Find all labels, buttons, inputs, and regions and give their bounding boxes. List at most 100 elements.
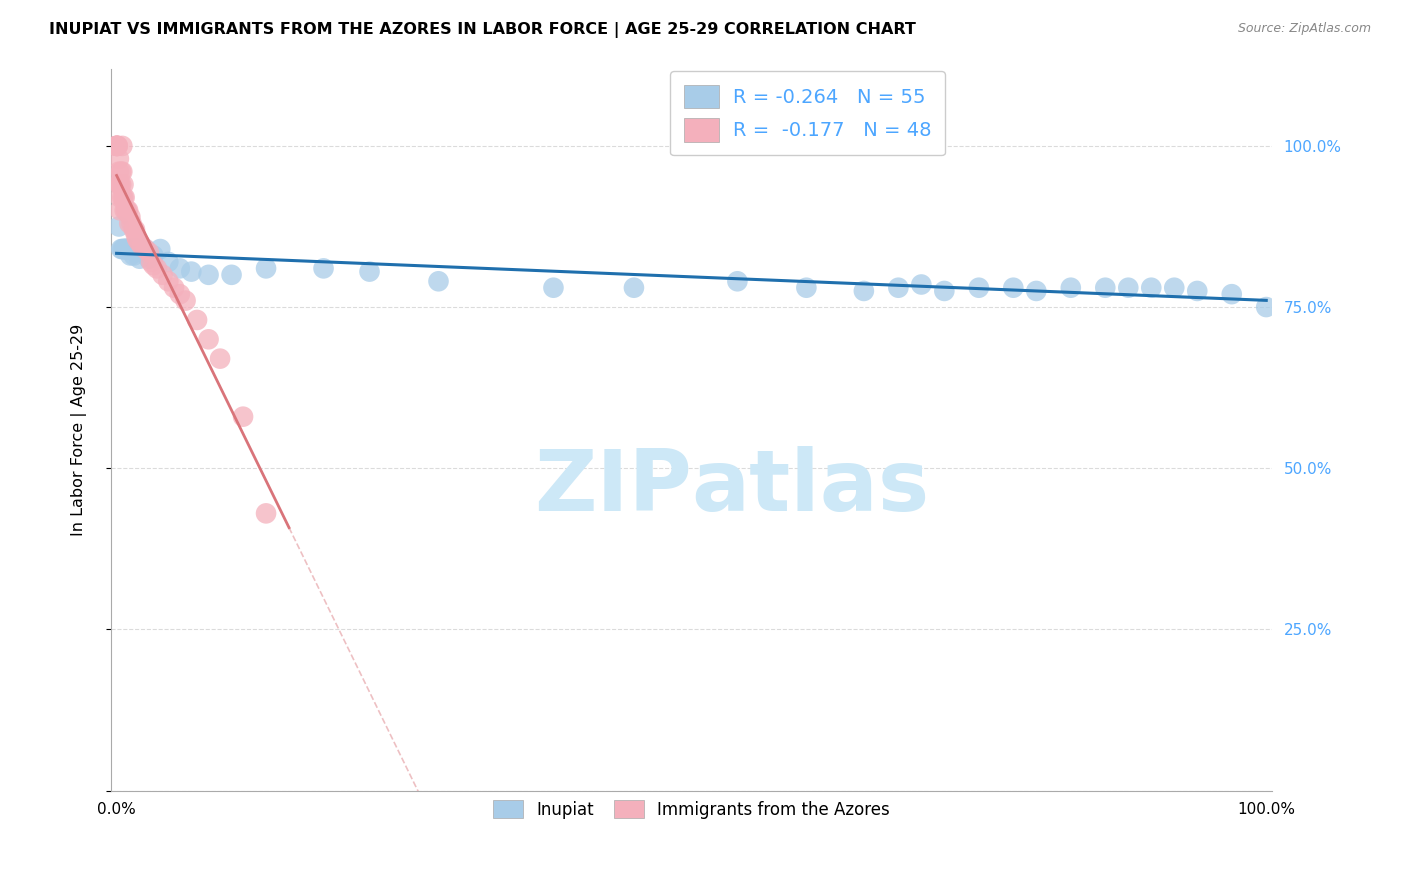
Point: [1187, 284, 1209, 298]
Point: [112, 178, 135, 192]
Point: [114, 242, 136, 256]
Y-axis label: In Labor Force | Age 25-29: In Labor Force | Age 25-29: [72, 324, 87, 536]
Point: [138, 245, 160, 260]
Point: [254, 261, 277, 276]
Point: [134, 242, 156, 256]
Point: [118, 216, 141, 230]
Point: [254, 507, 277, 521]
Point: [111, 139, 134, 153]
Point: [142, 248, 165, 262]
Point: [108, 219, 131, 234]
Point: [108, 164, 131, 178]
Point: [186, 313, 208, 327]
Point: [312, 261, 335, 276]
Point: [934, 284, 956, 298]
Point: [157, 274, 180, 288]
Point: [114, 203, 136, 218]
Point: [120, 242, 142, 256]
Point: [1140, 281, 1163, 295]
Point: [149, 242, 172, 256]
Point: [115, 242, 138, 256]
Point: [114, 190, 136, 204]
Point: [110, 242, 132, 256]
Point: [125, 229, 148, 244]
Point: [127, 242, 149, 256]
Point: [112, 190, 135, 204]
Point: [157, 255, 180, 269]
Legend: Inupiat, Immigrants from the Azores: Inupiat, Immigrants from the Azores: [486, 794, 897, 826]
Point: [117, 203, 139, 218]
Point: [111, 190, 134, 204]
Point: [107, 139, 129, 153]
Point: [1060, 281, 1083, 295]
Point: [232, 409, 254, 424]
Text: INUPIAT VS IMMIGRANTS FROM THE AZORES IN LABOR FORCE | AGE 25-29 CORRELATION CHA: INUPIAT VS IMMIGRANTS FROM THE AZORES IN…: [49, 22, 917, 38]
Point: [125, 245, 148, 260]
Point: [108, 178, 131, 192]
Point: [108, 190, 131, 204]
Point: [111, 242, 134, 256]
Point: [725, 274, 748, 288]
Point: [117, 242, 139, 256]
Point: [796, 281, 818, 295]
Point: [121, 242, 143, 256]
Point: [197, 332, 219, 346]
Point: [1025, 284, 1047, 298]
Point: [114, 242, 136, 256]
Point: [163, 281, 186, 295]
Point: [146, 261, 169, 276]
Point: [131, 242, 153, 256]
Point: [121, 242, 143, 256]
Point: [138, 252, 160, 266]
Point: [1094, 281, 1116, 295]
Point: [110, 178, 132, 192]
Point: [152, 268, 174, 282]
Point: [174, 293, 197, 308]
Point: [122, 223, 145, 237]
Point: [107, 139, 129, 153]
Point: [221, 268, 243, 282]
Point: [142, 258, 165, 272]
Point: [120, 248, 142, 262]
Point: [128, 235, 150, 250]
Point: [427, 274, 450, 288]
Point: [180, 264, 202, 278]
Point: [122, 248, 145, 262]
Point: [105, 139, 128, 153]
Point: [887, 281, 910, 295]
Point: [209, 351, 232, 366]
Point: [115, 242, 138, 256]
Point: [105, 139, 128, 153]
Point: [108, 152, 131, 166]
Point: [108, 178, 131, 192]
Point: [1220, 287, 1243, 301]
Text: atlas: atlas: [692, 446, 929, 529]
Text: ZIP: ZIP: [534, 446, 692, 529]
Point: [1002, 281, 1025, 295]
Point: [910, 277, 932, 292]
Point: [134, 242, 156, 256]
Point: [1116, 281, 1139, 295]
Point: [111, 164, 134, 178]
Point: [121, 216, 143, 230]
Point: [114, 242, 136, 256]
Point: [127, 232, 149, 246]
Point: [169, 287, 191, 301]
Point: [118, 242, 141, 256]
Point: [115, 203, 138, 218]
Point: [623, 281, 645, 295]
Point: [105, 139, 128, 153]
Point: [120, 210, 142, 224]
Point: [117, 242, 139, 256]
Point: [124, 242, 146, 256]
Point: [1163, 281, 1185, 295]
Point: [110, 164, 132, 178]
Point: [114, 242, 136, 256]
Point: [139, 255, 162, 269]
Point: [112, 242, 135, 256]
Point: [359, 264, 381, 278]
Point: [108, 203, 131, 218]
Point: [105, 139, 128, 153]
Point: [852, 284, 875, 298]
Point: [543, 281, 565, 295]
